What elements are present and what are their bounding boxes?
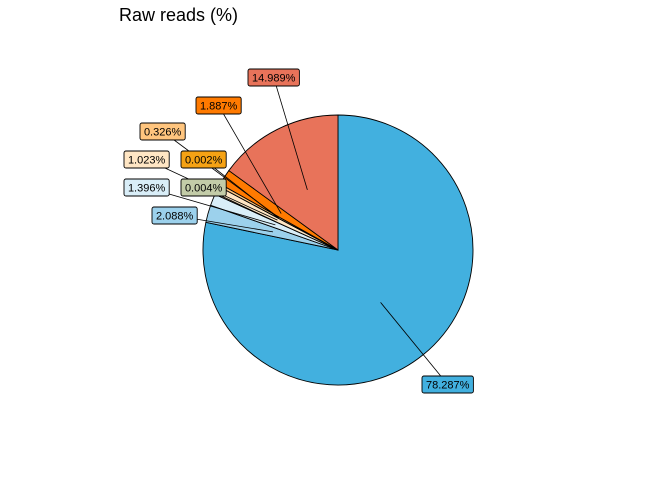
- slice-label-box: [180, 150, 227, 169]
- slice-label: 78.287%: [421, 375, 474, 394]
- slice-label-box: [123, 178, 170, 197]
- slice-label: 1.396%: [123, 178, 170, 197]
- slice-label-box: [195, 96, 242, 115]
- slice-label-text: 1.887%: [200, 101, 238, 113]
- slice-label: 0.002%: [180, 150, 227, 169]
- slice-label: 0.004%: [180, 178, 227, 197]
- leader-line: [273, 77, 308, 190]
- pie-slices: [202, 114, 474, 386]
- slice-label-text: 14.989%: [252, 73, 296, 85]
- slice-labels: 78.287% 2.088% 1.396% 0.004% 1.023% 0.002% 0.3…: [123, 68, 474, 394]
- slice-label-text: 1.396%: [128, 183, 166, 195]
- slice-label: 14.989%: [247, 68, 300, 87]
- slice-label: 0.326%: [139, 122, 186, 141]
- slice-label: 1.887%: [195, 96, 242, 115]
- leader-line: [380, 302, 449, 385]
- slice-label-box: [247, 68, 300, 87]
- slice-label: 2.088%: [151, 206, 198, 225]
- slice-label-text: 0.326%: [144, 127, 182, 139]
- slice-label-box: [123, 150, 170, 169]
- slice-label: 1.023%: [123, 150, 170, 169]
- slice-label-text: 0.004%: [185, 183, 223, 195]
- slice-label-text: 1.023%: [128, 155, 166, 167]
- slice-label-text: 2.088%: [156, 211, 194, 223]
- slice-label-box: [151, 206, 198, 225]
- leader-line: [162, 131, 280, 218]
- slice-label-box: [139, 122, 186, 141]
- slice-label-text: 0.002%: [185, 155, 223, 167]
- chart-title: Raw reads (%): [119, 5, 239, 25]
- slice-label-box: [421, 375, 474, 394]
- slice-label-box: [180, 178, 227, 197]
- leader-line: [218, 105, 282, 214]
- pie-slice: [228, 114, 339, 251]
- slice-label-text: 78.287%: [426, 380, 470, 392]
